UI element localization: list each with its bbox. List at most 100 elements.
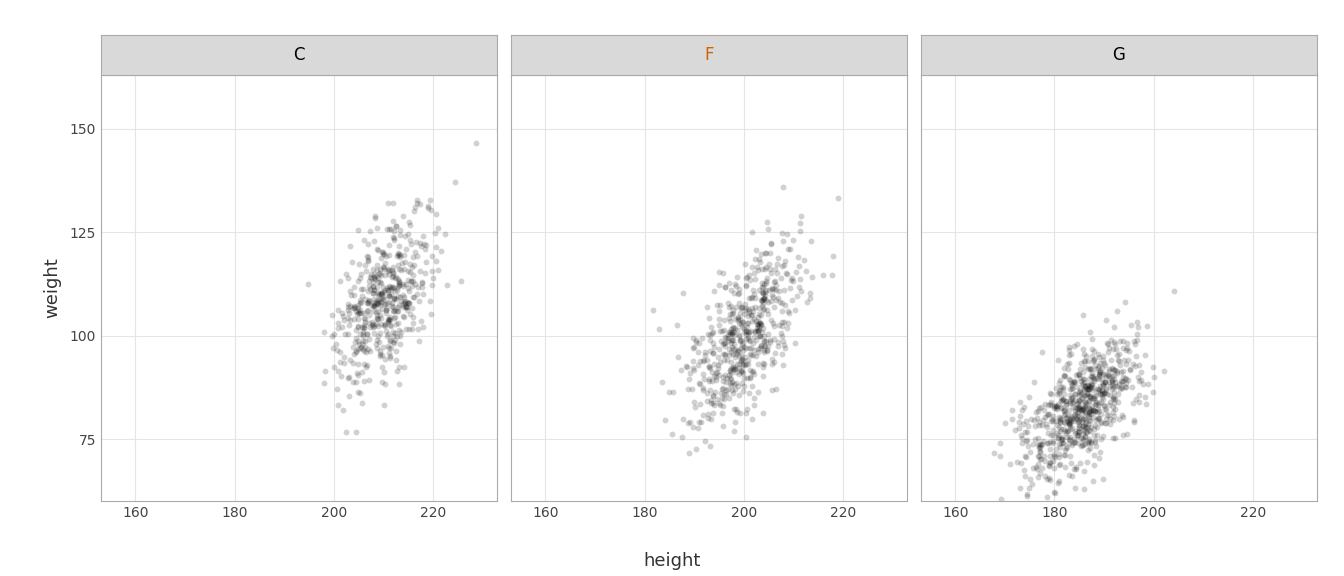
Point <box>710 327 731 336</box>
Point <box>395 324 417 333</box>
Point <box>1051 415 1073 424</box>
Point <box>1031 348 1052 357</box>
Point <box>1064 427 1086 436</box>
Point <box>732 310 754 319</box>
Point <box>370 271 391 280</box>
Point <box>703 408 724 418</box>
Point <box>1098 372 1120 381</box>
Point <box>1136 321 1157 331</box>
Point <box>1075 418 1097 427</box>
Point <box>761 284 782 293</box>
Point <box>1079 391 1101 400</box>
Point <box>321 310 343 320</box>
Point <box>364 301 386 310</box>
Point <box>367 290 388 300</box>
Point <box>1058 427 1079 436</box>
Point <box>395 302 417 311</box>
Point <box>688 417 710 426</box>
Point <box>1122 399 1144 408</box>
Point <box>1043 463 1064 472</box>
Point <box>714 371 735 380</box>
Point <box>1078 396 1099 406</box>
Point <box>379 336 401 345</box>
Point <box>376 298 398 308</box>
Point <box>1083 374 1105 384</box>
Point <box>345 347 367 357</box>
Point <box>382 331 403 340</box>
Point <box>380 321 402 331</box>
Point <box>1062 380 1083 389</box>
Point <box>771 331 793 340</box>
Point <box>1052 382 1074 392</box>
Point <box>347 344 368 354</box>
Point <box>1064 484 1086 493</box>
Point <box>384 336 406 345</box>
Point <box>1126 317 1148 326</box>
Point <box>340 290 362 300</box>
Point <box>741 343 762 352</box>
Point <box>374 380 395 389</box>
Point <box>1083 425 1105 434</box>
Point <box>376 225 398 234</box>
Point <box>1043 437 1064 446</box>
Point <box>1055 401 1077 410</box>
Point <box>1058 418 1079 427</box>
Point <box>696 389 718 398</box>
Point <box>1099 381 1121 391</box>
Point <box>1081 382 1102 392</box>
Point <box>1099 414 1121 423</box>
Point <box>358 375 379 384</box>
Point <box>1111 377 1133 386</box>
Point <box>387 274 409 283</box>
Point <box>750 320 771 329</box>
Point <box>1085 396 1106 405</box>
Point <box>1074 382 1095 391</box>
Point <box>683 397 704 407</box>
Point <box>1073 404 1094 414</box>
Point <box>353 308 375 317</box>
Point <box>749 325 770 335</box>
Point <box>1078 408 1099 417</box>
Point <box>730 408 751 417</box>
Point <box>374 401 395 410</box>
Point <box>1000 459 1021 468</box>
Point <box>371 362 392 371</box>
Point <box>1074 374 1095 384</box>
Point <box>1052 395 1074 404</box>
Point <box>789 226 810 236</box>
Point <box>1073 429 1094 438</box>
Point <box>1101 372 1122 381</box>
Point <box>394 296 415 305</box>
Point <box>339 391 360 400</box>
Point <box>724 350 746 359</box>
Point <box>1070 373 1091 382</box>
Point <box>1128 377 1149 386</box>
Point <box>698 413 719 422</box>
Point <box>696 397 718 406</box>
Point <box>708 398 730 407</box>
Point <box>761 290 782 300</box>
Point <box>1075 351 1097 360</box>
Point <box>672 414 694 423</box>
Point <box>739 365 761 374</box>
Point <box>415 257 437 267</box>
Point <box>1083 392 1105 401</box>
Point <box>1085 399 1106 408</box>
Point <box>683 357 704 366</box>
Point <box>719 370 741 380</box>
Point <box>738 344 759 353</box>
Point <box>655 415 676 424</box>
Point <box>1087 401 1109 410</box>
Point <box>694 351 715 360</box>
Point <box>749 331 770 340</box>
Point <box>1091 392 1113 401</box>
Point <box>699 347 720 356</box>
Point <box>340 356 362 365</box>
Point <box>347 309 368 319</box>
Point <box>730 336 751 345</box>
Point <box>1098 372 1120 381</box>
Point <box>1016 491 1038 501</box>
Point <box>1039 444 1060 453</box>
Point <box>790 211 812 221</box>
Point <box>362 317 383 327</box>
